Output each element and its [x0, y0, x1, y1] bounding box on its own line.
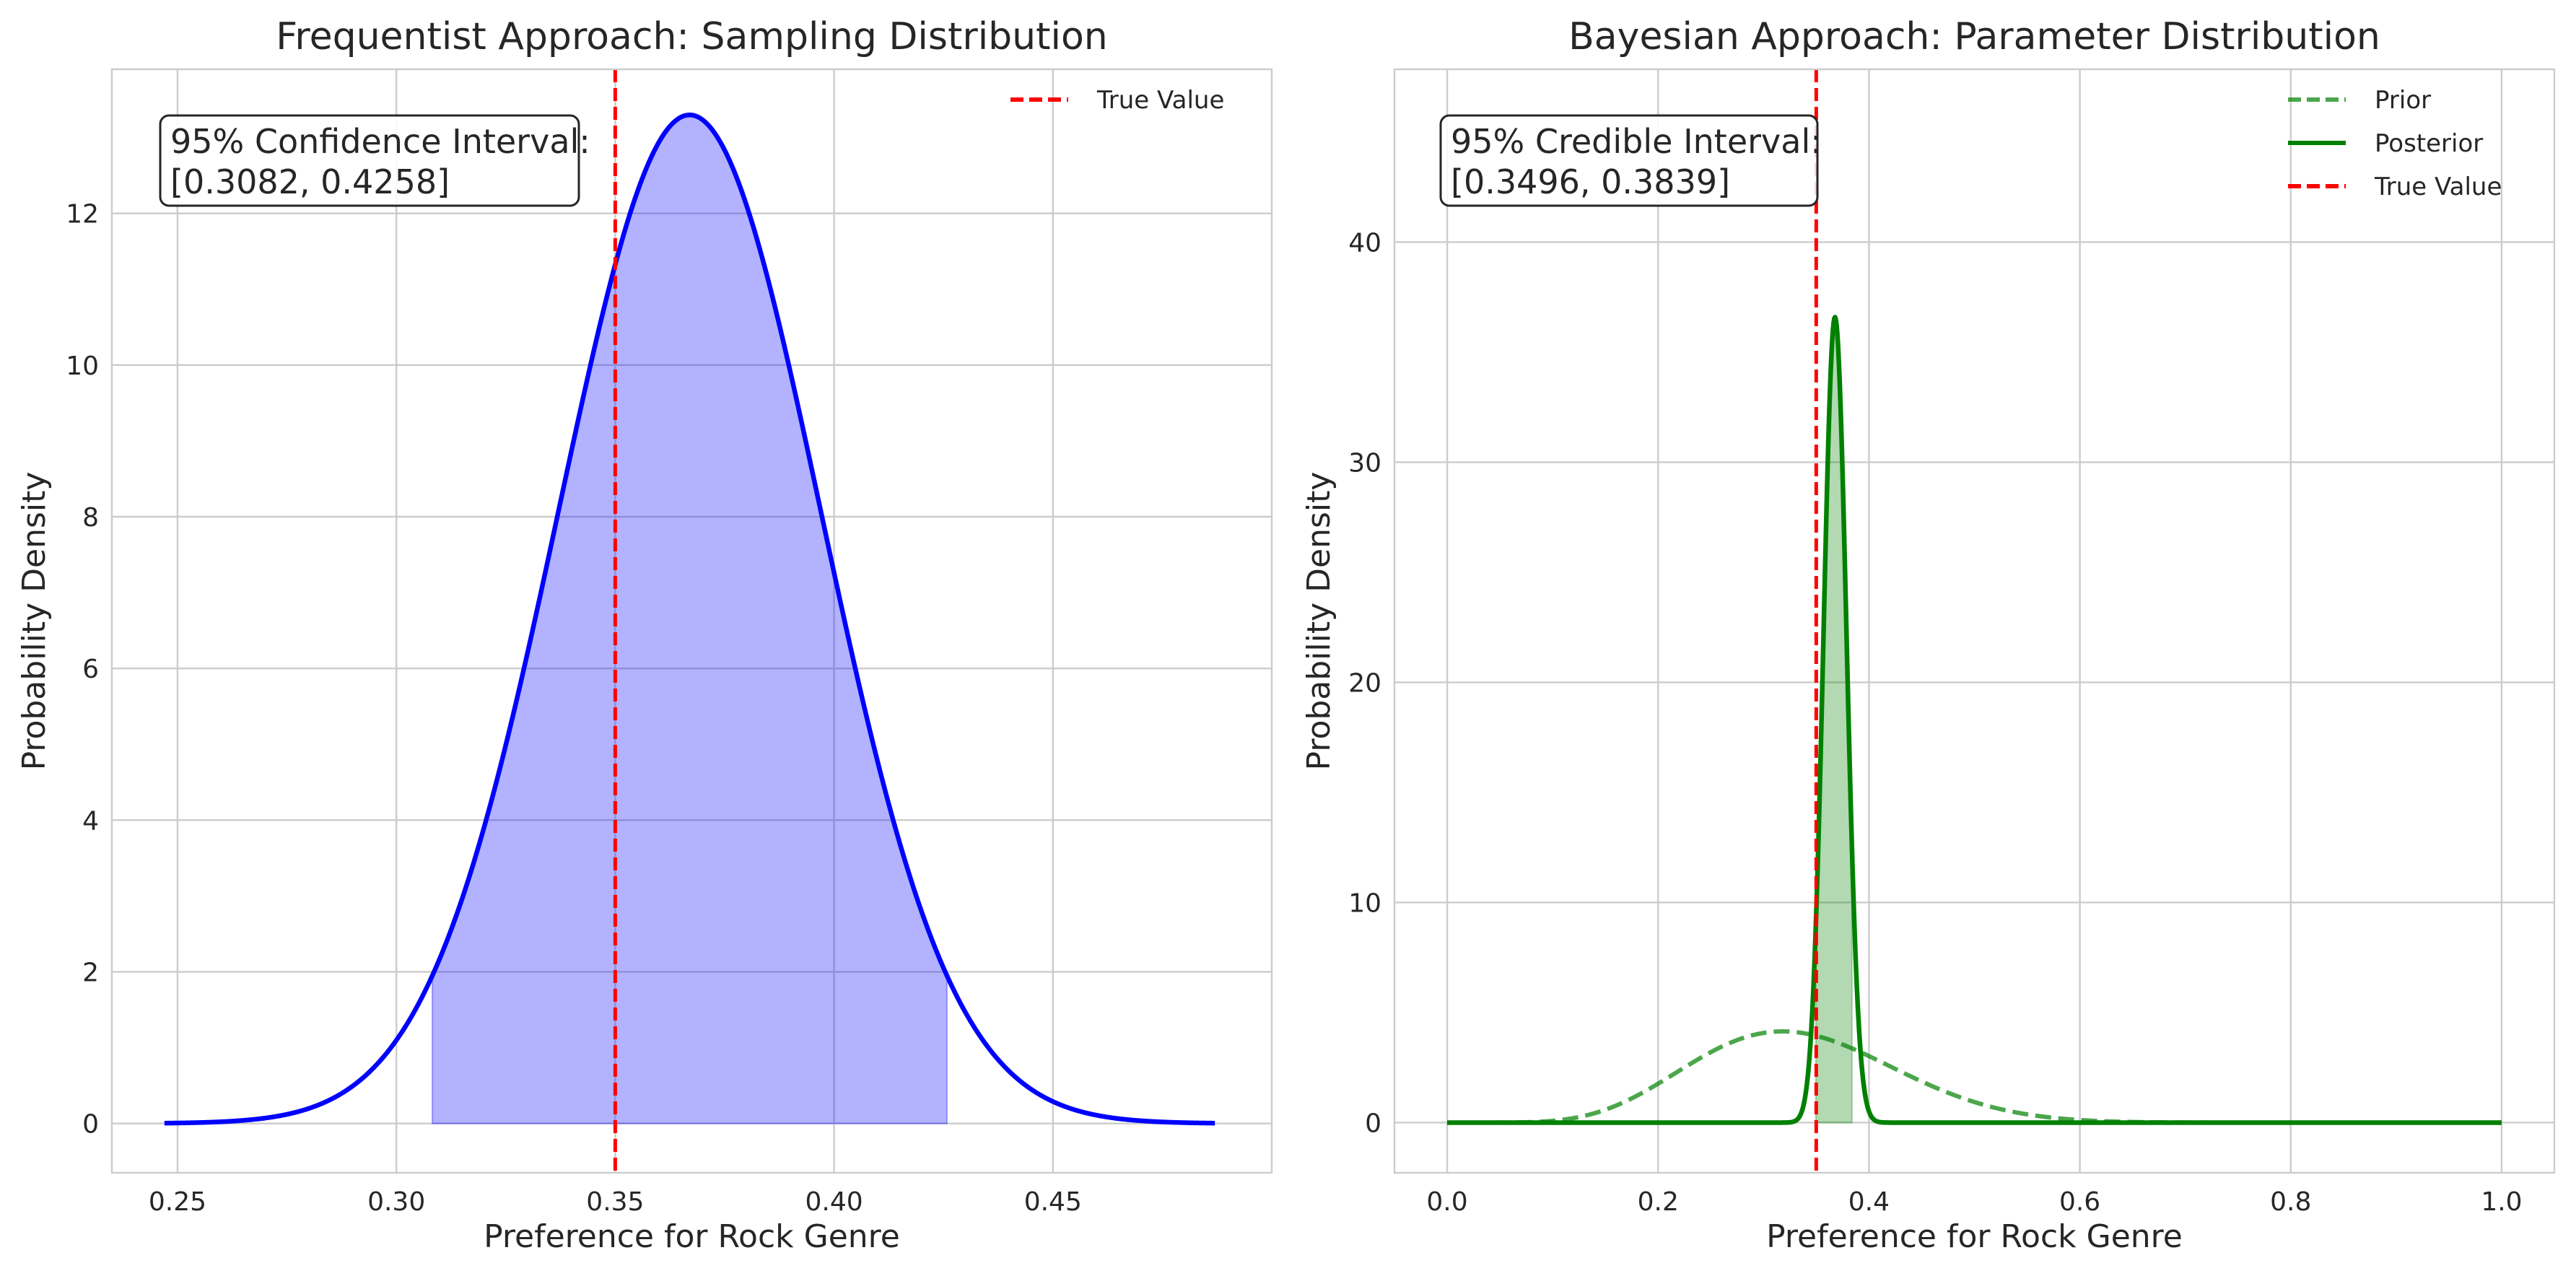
legend-label-posterior: Posterior	[2375, 129, 2483, 158]
y-tick-label: 10	[66, 351, 99, 381]
y-tick-label: 0	[1365, 1109, 1381, 1138]
x-tick-label: 0.0	[1426, 1187, 1467, 1217]
series-line-sampling-distribution	[162, 113, 1217, 1126]
y-tick-label: 10	[1348, 888, 1381, 918]
x-axis-label: Preference for Rock Genre	[484, 1218, 900, 1255]
legend-label-true-value: True Value	[1096, 86, 1224, 115]
series-line-posterior	[1445, 315, 2504, 1125]
x-tick-label: 0.8	[2270, 1187, 2311, 1217]
series-line-prior	[1446, 1029, 2503, 1125]
y-tick-label: 12	[66, 200, 99, 230]
x-tick-label: 0.2	[1638, 1187, 1679, 1217]
x-axis-label: Preference for Rock Genre	[1766, 1218, 2183, 1255]
interval-annotation-line2: [0.3496, 0.3839]	[1451, 162, 1730, 201]
interval-annotation-box	[159, 114, 580, 207]
axes-frame	[110, 68, 1273, 1174]
plot-area	[162, 69, 1217, 1173]
panel-bayesian: 0.0 0.2 0.4 0.6 0.8 1.0 0 10 20 30 40 Bayesian Appr…	[1301, 15, 2556, 1255]
chart-title: Frequentist Approach: Sampling Distribut…	[276, 15, 1108, 58]
y-axis-label: Probability Density	[16, 472, 53, 771]
x-tick-label: 1.0	[2481, 1187, 2522, 1217]
legend-label-true-value: True Value	[2374, 172, 2502, 201]
y-axis-label: Probability Density	[1301, 472, 1337, 771]
x-tick-label: 0.45	[1024, 1187, 1082, 1217]
x-tick-label: 0.40	[805, 1187, 863, 1217]
y-tick-label: 4	[82, 806, 99, 836]
interval-annotation-line2: [0.3082, 0.4258]	[170, 162, 450, 201]
plot-area	[1445, 69, 2504, 1173]
interval-annotation-line1: 95% Confidence Interval:	[170, 122, 590, 161]
interval-annotation-box	[1439, 114, 1819, 207]
legend: Prior Posterior True Value	[2288, 86, 2502, 201]
interval-annotation-line1: 95% Credible Interval:	[1451, 122, 1822, 161]
y-tick-label: 20	[1348, 668, 1381, 698]
legend: True Value	[1010, 86, 1224, 115]
x-tick-label: 0.4	[1848, 1187, 1890, 1217]
shaded-interval	[431, 114, 948, 1124]
x-tick-label: 0.30	[367, 1187, 425, 1217]
panel-frequentist: 0.25 0.30 0.35 0.40 0.45 0 2 4 6 8 10 12 Frequentist…	[16, 15, 1273, 1255]
x-tick-label: 0.25	[149, 1187, 206, 1217]
axes-frame	[1393, 68, 2556, 1174]
x-tick-label: 0.6	[2059, 1187, 2100, 1217]
y-tick-label: 6	[82, 655, 99, 684]
y-tick-label: 2	[82, 958, 99, 988]
y-tick-label: 30	[1348, 448, 1381, 478]
x-tick-label: 0.35	[586, 1187, 644, 1217]
legend-label-prior: Prior	[2375, 86, 2431, 115]
y-tick-label: 8	[82, 503, 99, 533]
chart-title: Bayesian Approach: Parameter Distributio…	[1568, 15, 2380, 58]
y-tick-label: 0	[82, 1110, 99, 1140]
y-tick-label: 40	[1348, 228, 1381, 258]
